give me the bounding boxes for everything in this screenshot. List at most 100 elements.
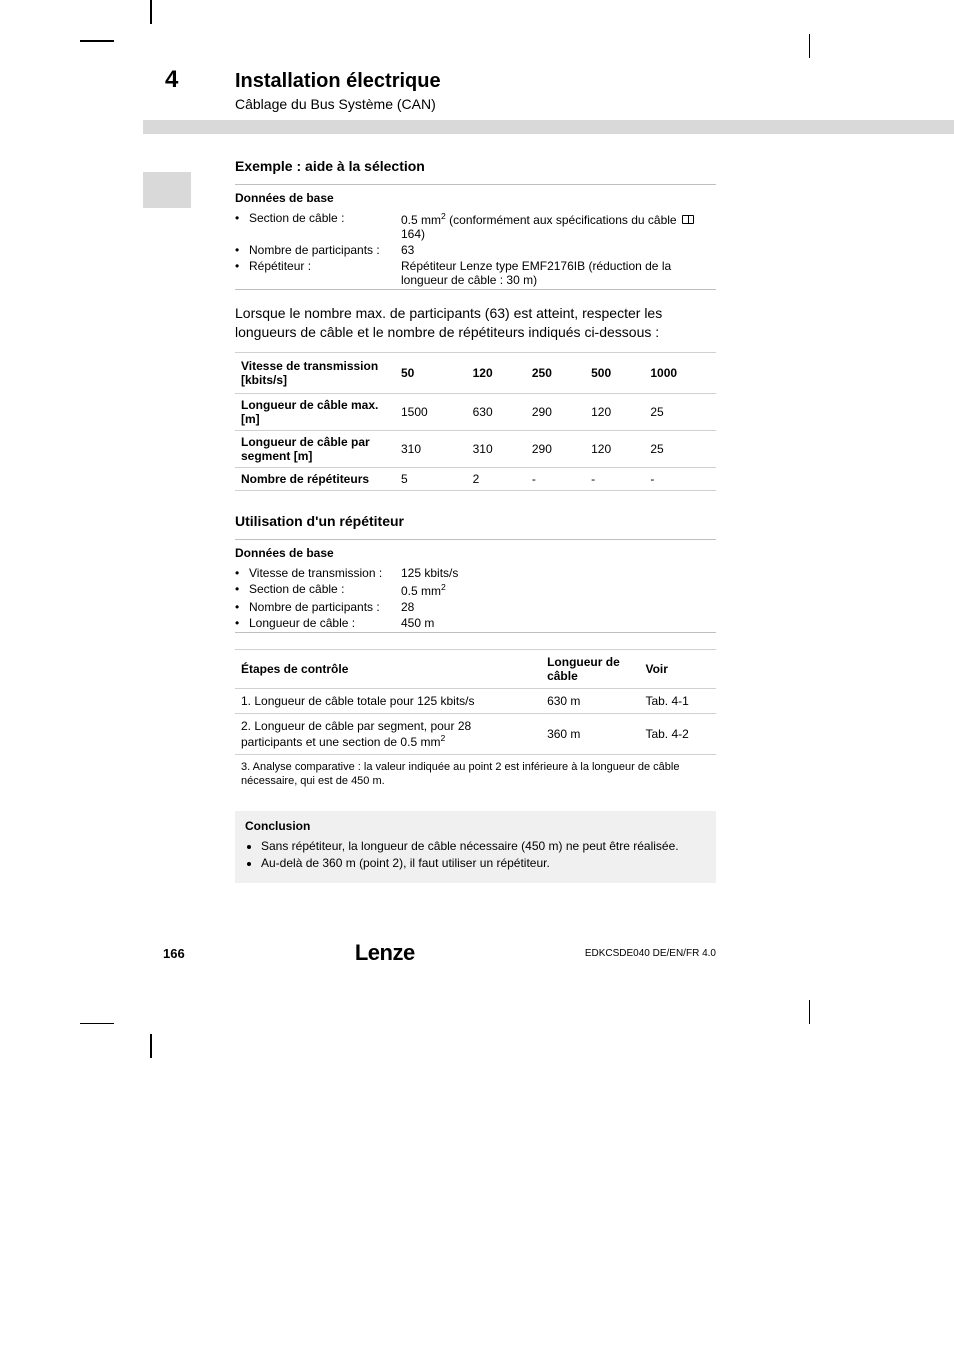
row-label: Longueur de câble max. [m]	[235, 393, 395, 430]
block-title: Données de base	[235, 191, 716, 205]
table-cell: 310	[467, 430, 526, 467]
bullet-icon: •	[235, 582, 249, 596]
crop-mark	[150, 0, 152, 24]
bullet-icon: •	[235, 566, 249, 580]
table-cell: 120	[585, 430, 644, 467]
kv-value: 0.5 mm2 (conformément aux spécifications…	[401, 211, 716, 241]
table-cell: 120	[585, 393, 644, 430]
kv-row: •Section de câble :0.5 mm2 (conformément…	[235, 211, 716, 241]
kv-label: Nombre de participants :	[249, 600, 401, 614]
speed-table: Vitesse de transmission [kbits/s] 50 120…	[235, 352, 716, 491]
kv-list: •Section de câble :0.5 mm2 (conformément…	[235, 211, 716, 287]
table-cell: -	[644, 467, 716, 490]
conclusion-title: Conclusion	[245, 819, 706, 833]
table-cell: 290	[526, 393, 585, 430]
crop-mark	[150, 1034, 152, 1058]
len-cell: 360 m	[541, 713, 639, 754]
table-col: 120	[467, 352, 526, 393]
rule	[235, 184, 716, 185]
kv-label: Nombre de participants :	[249, 243, 401, 257]
bullet-icon: •	[235, 211, 249, 225]
table-row: Longueur de câble par segment [m]3103102…	[235, 430, 716, 467]
doc-reference: EDKCSDE040 DE/EN/FR 4.0	[585, 948, 716, 959]
kv-value: Répétiteur Lenze type EMF2176IB (réducti…	[401, 259, 716, 287]
kv-label: Vitesse de transmission :	[249, 566, 401, 580]
kv-value: 28	[401, 600, 716, 614]
kv-label: Section de câble :	[249, 211, 401, 225]
table-cell: 1500	[395, 393, 467, 430]
table-col: Longueur de câble	[541, 649, 639, 688]
brand-logo: Lenze	[355, 940, 415, 966]
kv-value: 0.5 mm2	[401, 582, 716, 598]
kv-row: •Longueur de câble :450 m	[235, 616, 716, 630]
table-cell: -	[585, 467, 644, 490]
book-icon	[682, 215, 694, 224]
chapter-header: 4 Installation électrique Câblage du Bus…	[143, 30, 954, 112]
kv-row: •Nombre de participants :28	[235, 600, 716, 614]
kv-row: •Section de câble :0.5 mm2	[235, 582, 716, 598]
kv-label: Répétiteur :	[249, 259, 401, 273]
kv-label: Section de câble :	[249, 582, 401, 596]
chapter-title: Installation électrique	[235, 70, 441, 93]
row-label: Nombre de répétiteurs	[235, 467, 395, 490]
table-row: Nombre de répétiteurs52---	[235, 467, 716, 490]
kv-value: 450 m	[401, 616, 716, 630]
bullet-icon: •	[235, 243, 249, 257]
table-cell: 310	[395, 430, 467, 467]
crop-mark	[80, 40, 114, 42]
table-cell: 5	[395, 467, 467, 490]
table-cell: -	[526, 467, 585, 490]
kv-value: 125 kbits/s	[401, 566, 716, 580]
rule	[235, 632, 716, 633]
bullet-icon: •	[235, 259, 249, 273]
table-cell: 630	[467, 393, 526, 430]
table-cell: 290	[526, 430, 585, 467]
bullet-icon: •	[235, 616, 249, 630]
conclusion-item: Au-delà de 360 m (point 2), il faut util…	[261, 856, 706, 870]
control-steps-table: Étapes de contrôle Longueur de câble Voi…	[235, 649, 716, 755]
page-footer: 166 Lenze EDKCSDE040 DE/EN/FR 4.0	[163, 940, 716, 966]
table-col: 1000	[644, 352, 716, 393]
ref-cell: Tab. 4-2	[639, 713, 716, 754]
table-cell: 25	[644, 393, 716, 430]
table-cell: 2	[467, 467, 526, 490]
section-heading: Exemple : aide à la sélection	[235, 158, 716, 174]
table-col: 250	[526, 352, 585, 393]
row-label: Longueur de câble par segment [m]	[235, 430, 395, 467]
kv-row: •Nombre de participants :63	[235, 243, 716, 257]
header-grey-band	[143, 120, 954, 134]
kv-row: •Répétiteur :Répétiteur Lenze type EMF21…	[235, 259, 716, 287]
paragraph: Lorsque le nombre max. de participants (…	[235, 304, 716, 342]
page-number: 166	[163, 946, 185, 961]
crop-mark	[809, 34, 811, 58]
kv-list: •Vitesse de transmission :125 kbits/s•Se…	[235, 566, 716, 630]
table-col: 50	[395, 352, 467, 393]
chapter-number: 4	[143, 66, 235, 94]
table-row: 1. Longueur de câble totale pour 125 kbi…	[235, 688, 716, 713]
step-cell: 2. Longueur de câble par segment, pour 2…	[235, 713, 541, 754]
table-col: Étapes de contrôle	[235, 649, 541, 688]
table-row: 2. Longueur de câble par segment, pour 2…	[235, 713, 716, 754]
table-cell: 25	[644, 430, 716, 467]
kv-row: •Vitesse de transmission :125 kbits/s	[235, 566, 716, 580]
kv-label: Longueur de câble :	[249, 616, 401, 630]
rule	[235, 539, 716, 540]
section-heading: Utilisation d'un répétiteur	[235, 513, 716, 529]
conclusion-item: Sans répétiteur, la longueur de câble né…	[261, 839, 706, 853]
ref-cell: Tab. 4-1	[639, 688, 716, 713]
kv-value: 63	[401, 243, 716, 257]
chapter-subtitle: Câblage du Bus Système (CAN)	[235, 96, 954, 112]
rule	[235, 289, 716, 290]
table-col: 500	[585, 352, 644, 393]
crop-mark	[80, 1023, 114, 1025]
table-row: Longueur de câble max. [m]15006302901202…	[235, 393, 716, 430]
conclusion-box: Conclusion Sans répétiteur, la longueur …	[235, 811, 716, 883]
bullet-icon: •	[235, 600, 249, 614]
block-title: Données de base	[235, 546, 716, 560]
table-col: Voir	[639, 649, 716, 688]
crop-mark	[809, 1000, 811, 1024]
step-cell: 1. Longueur de câble totale pour 125 kbi…	[235, 688, 541, 713]
len-cell: 630 m	[541, 688, 639, 713]
table-head-label: Vitesse de transmission [kbits/s]	[235, 352, 395, 393]
table-note: 3. Analyse comparative : la valeur indiq…	[235, 755, 716, 794]
